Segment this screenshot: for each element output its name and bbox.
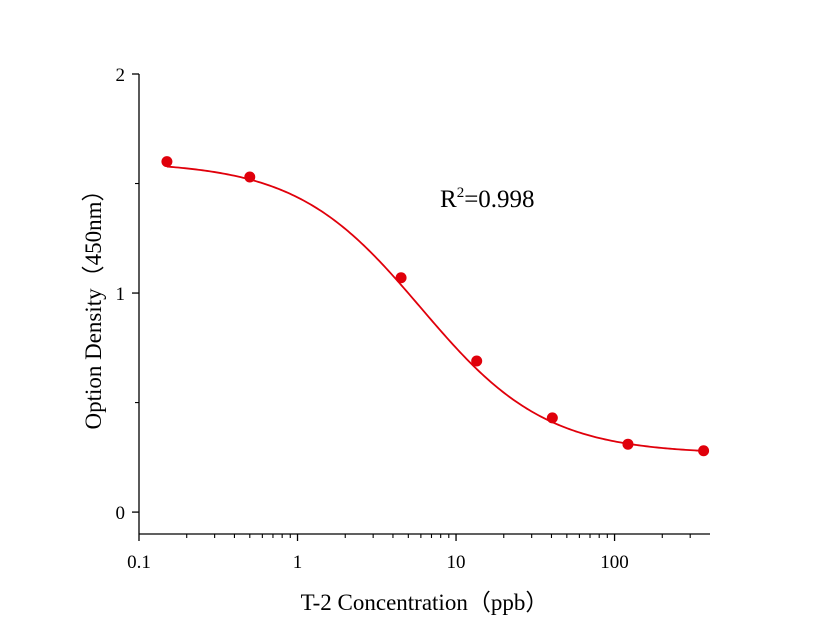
y-tick-label: 2	[116, 65, 126, 86]
data-point	[395, 272, 407, 284]
r-value: =0.998	[464, 186, 534, 213]
x-tick-label: 10	[447, 552, 466, 573]
r-squared-annotation: R2=0.998	[440, 185, 535, 213]
axes: 0 1 2 0.1 1 10 100	[116, 65, 710, 573]
data-points	[161, 156, 710, 457]
data-point	[161, 156, 173, 168]
r-superscript: 2	[457, 185, 465, 201]
fit-curve	[166, 165, 704, 452]
x-tick-label: 0.1	[127, 552, 151, 573]
x-tick-label: 100	[600, 552, 629, 573]
data-point	[698, 445, 710, 457]
x-axis-title: T-2 Concentration（ppb）	[301, 590, 549, 615]
data-point	[546, 412, 558, 424]
y-tick-label: 1	[116, 284, 126, 305]
data-point	[244, 171, 256, 183]
x-axis-ticks: 0.1 1 10 100	[127, 534, 691, 573]
y-tick-label: 0	[116, 503, 126, 524]
data-point	[622, 438, 634, 450]
r-label: R	[440, 186, 457, 213]
data-point	[471, 355, 483, 367]
x-tick-label: 1	[293, 552, 303, 573]
y-axis-ticks: 0 1 2	[116, 65, 139, 524]
y-axis-title: Option Density（450nm）	[81, 178, 106, 429]
